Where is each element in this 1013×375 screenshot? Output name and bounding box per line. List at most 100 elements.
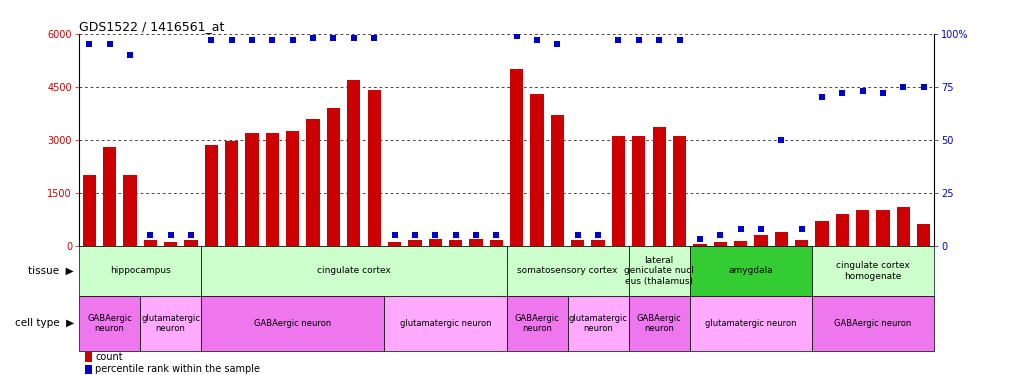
Bar: [755, 235, 768, 246]
Bar: [876, 210, 889, 246]
Bar: [202, 296, 384, 351]
Bar: [489, 240, 502, 246]
Bar: [388, 242, 401, 246]
Point: [448, 232, 464, 238]
Point: [651, 37, 668, 43]
Bar: [83, 175, 96, 246]
Bar: [205, 145, 218, 246]
Bar: [811, 246, 934, 296]
Point: [468, 232, 484, 238]
Bar: [184, 240, 198, 246]
Text: GDS1522 / 1416561_at: GDS1522 / 1416561_at: [79, 20, 225, 33]
Bar: [612, 136, 625, 246]
Bar: [307, 118, 320, 246]
Point: [773, 137, 789, 143]
Bar: [225, 141, 238, 246]
Bar: [811, 296, 934, 351]
Point: [753, 226, 769, 232]
Bar: [85, 352, 92, 362]
Text: lateral
geniculate nucl
eus (thalamus): lateral geniculate nucl eus (thalamus): [624, 256, 694, 286]
Point: [244, 37, 260, 43]
Point: [488, 232, 504, 238]
Point: [793, 226, 809, 232]
Bar: [856, 210, 869, 246]
Point: [835, 90, 851, 96]
Point: [875, 90, 891, 96]
Point: [183, 232, 200, 238]
Bar: [79, 296, 140, 351]
Point: [672, 37, 688, 43]
Bar: [469, 239, 482, 246]
Point: [264, 37, 281, 43]
Bar: [124, 175, 137, 246]
Text: amygdala: amygdala: [728, 266, 773, 275]
Bar: [629, 296, 690, 351]
Text: count: count: [95, 352, 123, 362]
Point: [122, 52, 138, 58]
Bar: [629, 246, 690, 296]
Bar: [690, 296, 811, 351]
Bar: [506, 246, 629, 296]
Bar: [571, 240, 585, 246]
Point: [529, 37, 545, 43]
Bar: [368, 90, 381, 246]
Bar: [286, 131, 300, 246]
Bar: [531, 94, 544, 246]
Point: [224, 37, 240, 43]
Point: [916, 84, 932, 90]
Bar: [836, 214, 849, 246]
Point: [162, 232, 178, 238]
Text: GABAergic neuron: GABAergic neuron: [835, 319, 912, 328]
Point: [81, 41, 97, 47]
Point: [142, 232, 158, 238]
Bar: [632, 136, 645, 246]
Point: [813, 94, 830, 100]
Text: somatosensory cortex: somatosensory cortex: [518, 266, 618, 275]
Point: [366, 35, 382, 41]
Bar: [79, 246, 202, 296]
Point: [345, 35, 362, 41]
Text: glutamatergic
neuron: glutamatergic neuron: [141, 314, 201, 333]
Point: [692, 236, 708, 242]
Point: [427, 232, 444, 238]
Bar: [164, 242, 177, 246]
Point: [549, 41, 565, 47]
Bar: [144, 240, 157, 246]
Point: [101, 41, 118, 47]
Point: [590, 232, 606, 238]
Bar: [652, 128, 666, 246]
Bar: [567, 296, 629, 351]
Bar: [693, 244, 706, 246]
Point: [386, 232, 402, 238]
Point: [712, 232, 728, 238]
Point: [325, 35, 341, 41]
Bar: [511, 69, 524, 246]
Text: cingulate cortex
homogenate: cingulate cortex homogenate: [836, 261, 910, 280]
Bar: [265, 133, 279, 246]
Bar: [713, 242, 727, 246]
Text: glutamatergic neuron: glutamatergic neuron: [705, 319, 796, 328]
Bar: [815, 221, 829, 246]
Bar: [140, 296, 202, 351]
Text: tissue  ▶: tissue ▶: [28, 266, 74, 276]
Bar: [795, 240, 808, 246]
Point: [569, 232, 586, 238]
Text: percentile rank within the sample: percentile rank within the sample: [95, 364, 260, 374]
Bar: [202, 246, 506, 296]
Bar: [384, 296, 506, 351]
Text: cell type  ▶: cell type ▶: [15, 318, 74, 328]
Text: GABAergic
neuron: GABAergic neuron: [515, 314, 559, 333]
Bar: [245, 133, 258, 246]
Bar: [897, 207, 910, 246]
Text: glutamatergic
neuron: glutamatergic neuron: [568, 314, 628, 333]
Point: [204, 37, 220, 43]
Bar: [327, 108, 340, 246]
Bar: [347, 80, 361, 246]
Bar: [103, 147, 116, 246]
Bar: [85, 364, 92, 374]
Bar: [673, 136, 686, 246]
Bar: [592, 240, 605, 246]
Text: cingulate cortex: cingulate cortex: [317, 266, 391, 275]
Bar: [917, 224, 930, 246]
Point: [305, 35, 321, 41]
